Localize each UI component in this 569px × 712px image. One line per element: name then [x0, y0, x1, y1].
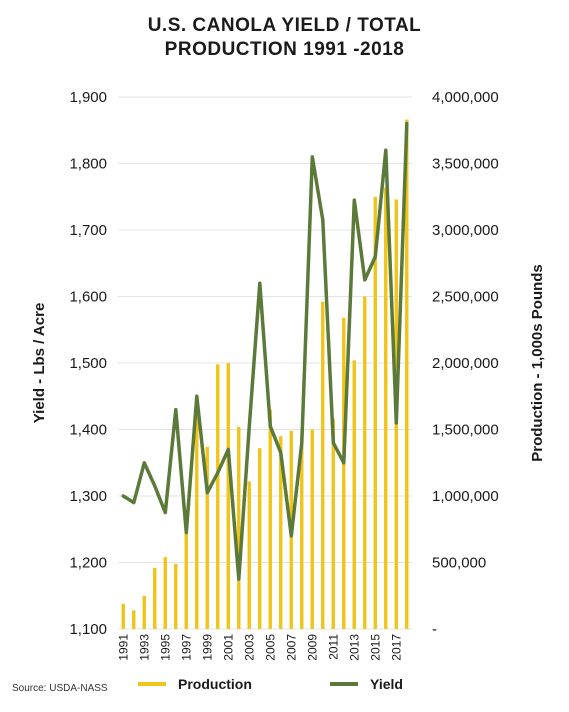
- production-bar: [363, 296, 367, 629]
- x-tick-label: 1995: [158, 634, 172, 661]
- left-tick-label: 1,700: [69, 222, 107, 239]
- production-bar: [352, 360, 356, 629]
- left-tick-label: 1,800: [69, 156, 107, 173]
- legend-yield-label: Yield: [370, 676, 403, 692]
- x-tick-label: 2013: [347, 634, 361, 661]
- yield-line: [121, 121, 409, 581]
- production-bar: [163, 557, 167, 629]
- left-axis-ticks: 1,100 1,200 1,300 1,400 1,500 1,600 1,700 1,800…: [69, 89, 107, 638]
- chart-title-line1: U.S. CANOLA YIELD / TOTAL: [147, 15, 422, 36]
- source-note: Source: USDA-NASS: [12, 683, 108, 694]
- production-bar: [132, 610, 136, 629]
- production-bar: [195, 414, 199, 629]
- x-tick-label: 2001: [221, 634, 235, 661]
- left-tick-label: 1,300: [69, 488, 107, 505]
- x-tick-label: 1997: [179, 634, 193, 661]
- production-bar: [174, 563, 178, 629]
- production-bar: [268, 409, 272, 629]
- production-bar: [258, 448, 262, 629]
- legend-production: Production: [138, 676, 252, 692]
- right-tick-label: 1,000,000: [432, 488, 499, 505]
- right-tick-label: 500,000: [432, 555, 486, 572]
- legend-yield-swatch: [330, 682, 358, 686]
- x-tick-label: 2011: [326, 634, 340, 660]
- production-bar: [142, 595, 146, 629]
- production-bar: [342, 317, 346, 629]
- left-tick-label: 1,200: [69, 555, 107, 572]
- right-tick-label: -: [432, 621, 437, 638]
- x-tick-label: 1999: [200, 634, 214, 661]
- x-axis-ticks: 1991 1993 1995 1997 1999 2001 2003 2005 2007 2009…: [116, 634, 403, 661]
- x-tick-label: 2017: [389, 634, 403, 661]
- x-tick-label: 2003: [242, 634, 256, 661]
- legend-production-swatch: [138, 682, 166, 686]
- right-axis-ticks: - 500,000 1,000,000 1,500,000 2,000,000 2,500…: [432, 89, 499, 638]
- right-axis-label: Production - 1,000s Pounds: [529, 264, 546, 462]
- left-tick-label: 1,400: [69, 422, 107, 439]
- left-tick-label: 1,600: [69, 289, 107, 306]
- production-bar: [237, 426, 241, 629]
- production-bar: [216, 364, 220, 629]
- production-bar: [321, 301, 325, 629]
- x-tick-label: 1991: [116, 634, 130, 661]
- right-tick-label: 3,000,000: [432, 222, 499, 239]
- production-bar: [300, 434, 304, 629]
- production-bar: [226, 363, 230, 629]
- x-tick-label: 2005: [263, 634, 277, 661]
- x-tick-label: 2007: [284, 634, 298, 661]
- legend-production-label: Production: [178, 676, 252, 692]
- yield-line-group: [121, 121, 409, 581]
- left-axis-label: Yield - Lbs / Acre: [31, 303, 48, 424]
- right-tick-label: 2,000,000: [432, 355, 499, 372]
- left-tick-label: 1,100: [69, 621, 107, 638]
- right-tick-label: 3,500,000: [432, 156, 499, 173]
- production-bar: [331, 418, 335, 629]
- x-tick-label: 2009: [305, 634, 319, 661]
- x-tick-label: 2015: [368, 634, 382, 661]
- legend-yield: Yield: [330, 676, 403, 692]
- production-bar: [184, 533, 188, 629]
- right-tick-label: 1,500,000: [432, 422, 499, 439]
- production-bar: [121, 603, 125, 629]
- production-bar: [279, 436, 283, 629]
- production-bar: [247, 481, 251, 629]
- right-tick-label: 2,500,000: [432, 289, 499, 306]
- production-bar: [205, 446, 209, 629]
- production-bar: [384, 187, 388, 629]
- x-tick-label: 1993: [137, 634, 151, 661]
- left-tick-label: 1,900: [69, 89, 107, 106]
- production-bar: [153, 567, 157, 629]
- chart-title-line2: PRODUCTION 1991 -2018: [164, 39, 405, 60]
- chart-title: U.S. CANOLA YIELD / TOTAL PRODUCTION 199…: [0, 14, 569, 62]
- production-bar: [373, 196, 377, 629]
- production-bar: [310, 429, 314, 629]
- right-tick-label: 4,000,000: [432, 89, 499, 106]
- production-bar: [405, 119, 409, 630]
- left-tick-label: 1,500: [69, 355, 107, 372]
